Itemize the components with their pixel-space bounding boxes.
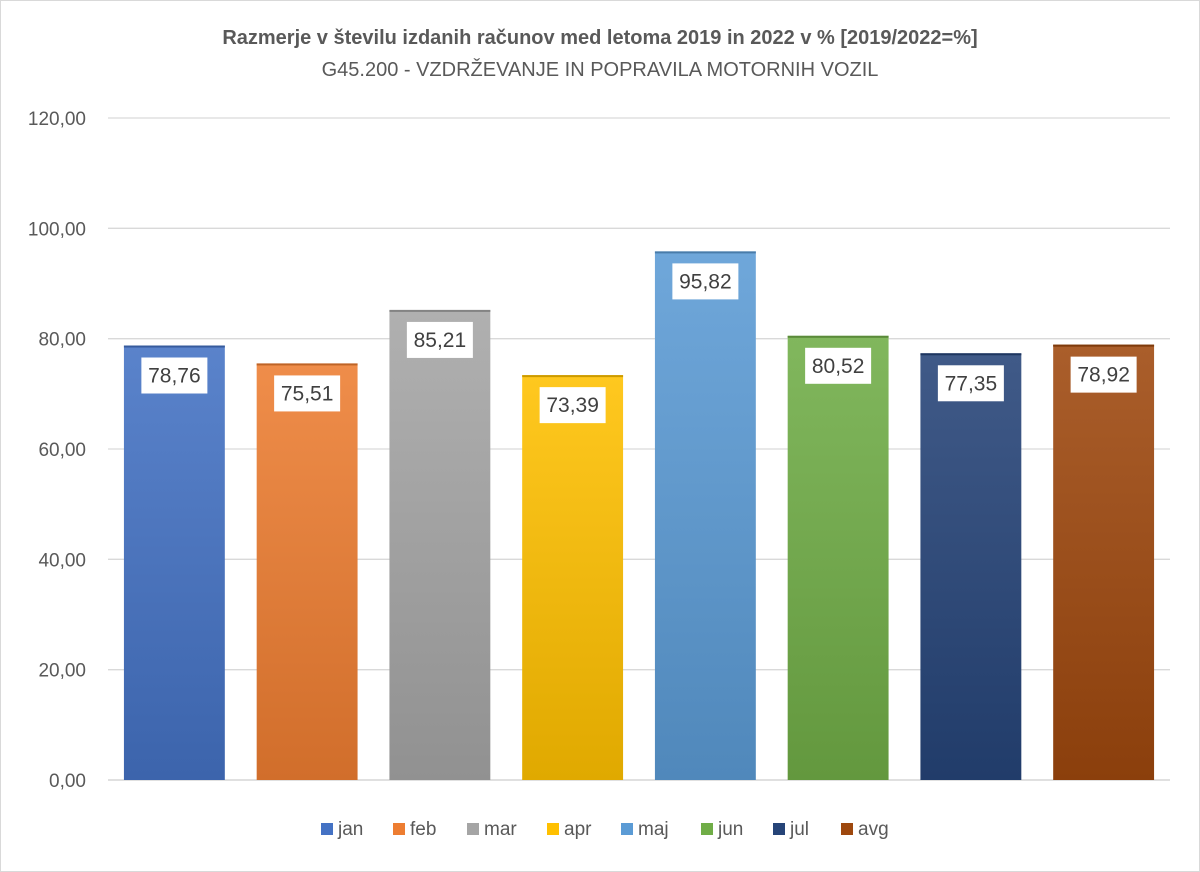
data-label-box — [1070, 356, 1137, 393]
chart-title: Razmerje v številu izdanih računov med l… — [222, 27, 978, 49]
legend-item-maj: maj — [621, 819, 669, 840]
data-label-box — [406, 321, 473, 358]
data-label-jul: 77,35 — [945, 372, 998, 395]
data-label-box — [672, 263, 739, 300]
legend-swatch — [773, 823, 785, 835]
legend-item-jun: jun — [701, 819, 743, 840]
bar-top-edge — [920, 353, 1022, 356]
data-label-apr: 73,39 — [546, 394, 599, 417]
legend-label: apr — [564, 819, 592, 840]
data-label-box — [805, 347, 872, 384]
legend-swatch — [321, 823, 333, 835]
data-label-box — [274, 375, 341, 412]
legend: jan feb mar apr maj jun jul avg — [321, 819, 889, 840]
y-tick-label: 100,00 — [28, 219, 86, 240]
y-tick-label: 120,00 — [28, 109, 86, 130]
bar-apr — [522, 375, 624, 780]
data-label-box — [141, 357, 208, 394]
y-tick-label: 20,00 — [38, 661, 86, 682]
data-label-feb: 75,51 — [281, 382, 334, 405]
bar-jun — [787, 335, 889, 780]
data-labels: 78,76 75,51 85,21 73,39 95,82 80,52 77,35 78,92 — [141, 263, 1137, 424]
legend-item-avg: avg — [841, 819, 889, 840]
legend-swatch — [701, 823, 713, 835]
legend-swatch — [467, 823, 479, 835]
y-tick-label: 0,00 — [49, 771, 86, 792]
y-axis-ticks: 0,00 20,00 40,00 60,00 80,00 100,00 120,00 — [28, 109, 86, 792]
legend-item-apr: apr — [547, 819, 592, 840]
data-label-jan: 78,76 — [148, 365, 201, 388]
legend-item-jan: jan — [321, 819, 363, 840]
data-label-mar: 85,21 — [414, 329, 467, 352]
legend-item-mar: mar — [467, 819, 517, 840]
bar-top-edge — [787, 335, 889, 338]
data-label-box — [539, 387, 606, 424]
y-tick-label: 40,00 — [38, 550, 86, 571]
bar-jan — [123, 345, 225, 780]
bar-maj — [654, 251, 756, 780]
legend-label: jun — [717, 819, 743, 840]
legend-swatch — [621, 823, 633, 835]
legend-label: mar — [484, 819, 517, 840]
legend-swatch — [547, 823, 559, 835]
data-label-box — [937, 365, 1004, 402]
bar-top-edge — [654, 251, 756, 254]
y-tick-label: 80,00 — [38, 330, 86, 351]
data-label-jun: 80,52 — [812, 355, 865, 378]
y-tick-label: 60,00 — [38, 440, 86, 461]
legend-label: jan — [337, 819, 363, 840]
data-label-maj: 95,82 — [679, 270, 732, 293]
legend-label: jul — [789, 819, 809, 840]
bar-top-edge — [522, 375, 624, 378]
bar-jul — [920, 353, 1022, 780]
bars — [123, 251, 1155, 780]
legend-swatch — [841, 823, 853, 835]
chart-subtitle: G45.200 - VZDRŽEVANJE IN POPRAVILA MOTOR… — [321, 59, 879, 81]
bar-top-edge — [1053, 344, 1155, 347]
legend-label: avg — [858, 819, 889, 840]
legend-swatch — [393, 823, 405, 835]
bar-top-edge — [123, 345, 225, 348]
bar-top-edge — [256, 363, 358, 366]
legend-label: feb — [410, 819, 436, 840]
legend-item-jul: jul — [773, 819, 809, 840]
bar-avg — [1053, 344, 1155, 780]
data-label-avg: 78,92 — [1077, 364, 1130, 387]
bar-top-edge — [389, 309, 491, 312]
bar-feb — [256, 363, 358, 780]
legend-label: maj — [638, 819, 669, 840]
bar-mar — [389, 309, 491, 780]
legend-item-feb: feb — [393, 819, 436, 840]
